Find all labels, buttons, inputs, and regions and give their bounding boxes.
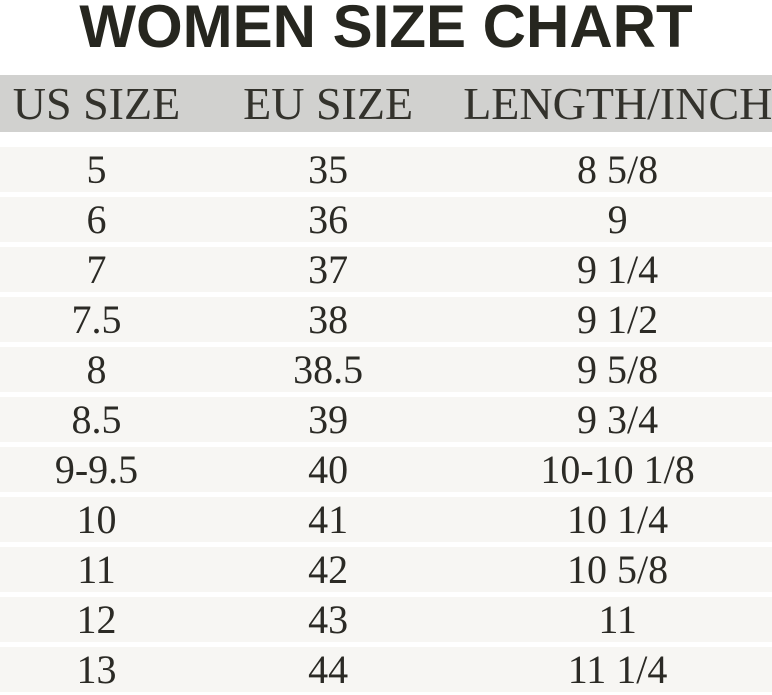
column-header: US SIZE <box>12 78 181 129</box>
table-row: 11 42 10 5/8 <box>0 547 772 592</box>
table-row: 5 35 8 5/8 <box>0 147 772 192</box>
table-cell: 8 5/8 <box>577 147 659 192</box>
table-row: 7 37 9 1/4 <box>0 247 772 292</box>
table-cell: 44 <box>308 647 349 692</box>
table-cell: 9 1/2 <box>577 297 659 342</box>
table-cell: 11 1/4 <box>567 647 668 692</box>
table-cell: 8 <box>86 347 107 392</box>
table-cell: 35 <box>308 147 349 192</box>
size-table: US SIZE EU SIZE LENGTH/INCH 5 35 8 5/8 6 36 9 7 3… <box>0 75 772 692</box>
table-cell: 9 5/8 <box>577 347 659 392</box>
table-cell: 7.5 <box>71 297 122 342</box>
table-cell: 13 <box>76 647 117 692</box>
table-cell: 42 <box>308 547 349 592</box>
table-cell: 37 <box>308 247 349 292</box>
table-cell: 10 1/4 <box>567 497 669 542</box>
table-cell: 9 <box>607 197 628 242</box>
table-row: 7.5 38 9 1/2 <box>0 297 772 342</box>
table-row: 10 41 10 1/4 <box>0 497 772 542</box>
table-cell: 12 <box>76 597 117 642</box>
table-cell: 9 3/4 <box>577 397 659 442</box>
table-body: 5 35 8 5/8 6 36 9 7 37 9 1/4 7.5 38 9 1/2 8 38.5 9 5/8… <box>0 147 772 692</box>
table-cell: 10 5/8 <box>567 547 669 592</box>
table-cell: 6 <box>86 197 107 242</box>
table-cell: 10-10 1/8 <box>540 447 695 492</box>
table-row: 8.5 39 9 3/4 <box>0 397 772 442</box>
table-cell: 11 <box>77 547 116 592</box>
table-cell: 40 <box>308 447 349 492</box>
table-row: 13 44 11 1/4 <box>0 647 772 692</box>
page-title: WOMEN SIZE CHART <box>79 0 693 60</box>
table-cell: 10 <box>76 497 117 542</box>
table-cell: 7 <box>86 247 107 292</box>
table-row: 9-9.5 40 10-10 1/8 <box>0 447 772 492</box>
table-cell: 43 <box>308 597 349 642</box>
table-cell: 41 <box>308 497 349 542</box>
table-cell: 38.5 <box>293 347 364 392</box>
table-cell: 38 <box>308 297 349 342</box>
table-cell: 5 <box>86 147 107 192</box>
table-cell: 9-9.5 <box>54 447 139 492</box>
table-row: 12 43 11 <box>0 597 772 642</box>
table-header-row: US SIZE EU SIZE LENGTH/INCH <box>0 75 772 132</box>
column-header: LENGTH/INCH <box>463 78 772 129</box>
table-row: 6 36 9 <box>0 197 772 242</box>
table-cell: 9 1/4 <box>577 247 659 292</box>
table-cell: 39 <box>308 397 349 442</box>
column-header: EU SIZE <box>243 78 414 129</box>
table-cell: 8.5 <box>71 397 122 442</box>
table-row: 8 38.5 9 5/8 <box>0 347 772 392</box>
table-cell: 36 <box>308 197 349 242</box>
table-cell: 11 <box>598 597 637 642</box>
